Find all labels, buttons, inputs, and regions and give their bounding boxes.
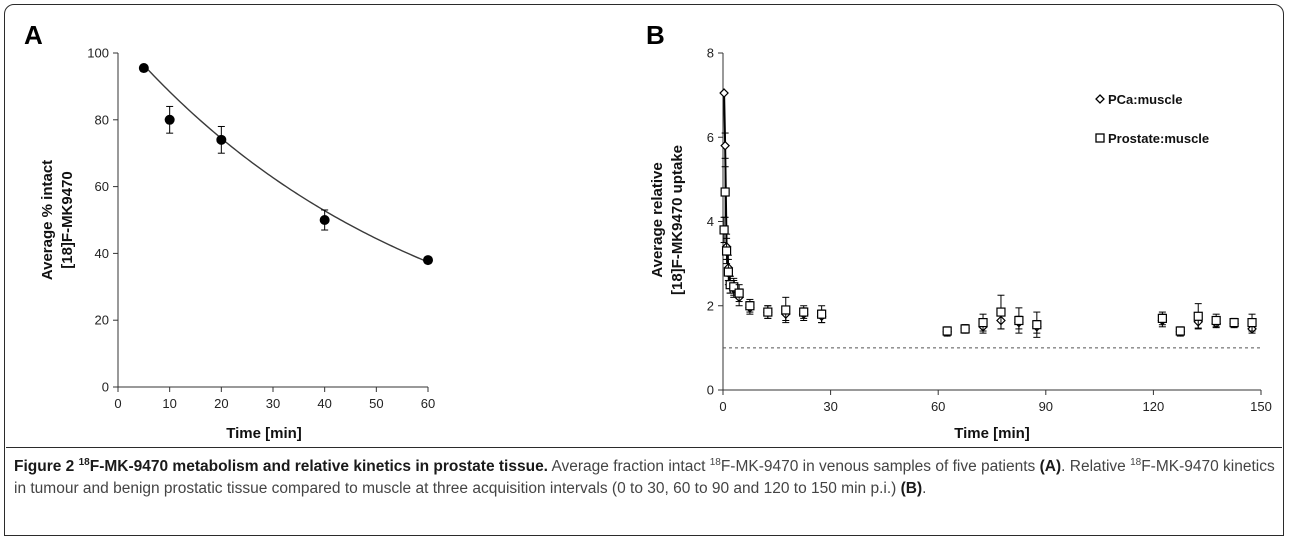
caption-superscript-1: 18 (709, 456, 721, 468)
panel-a-x-tick-label: 0 (114, 396, 121, 411)
caption-panel-a-ref: (A) (1039, 458, 1062, 475)
panel-a-chart: A Time [min] Average % intact [18]F-MK94… (24, 20, 435, 442)
panel-b-x-tick-label: 60 (931, 399, 945, 414)
panel-b-prostate-data-point (719, 225, 729, 235)
figure-caption: Figure 2 18F-MK-9470 metabolism and rela… (14, 456, 1276, 500)
panel-a-y-tick-label: 20 (95, 313, 109, 328)
panel-b-prostate-data-point (781, 305, 791, 315)
panel-a-y-tick-label: 80 (95, 112, 109, 127)
panel-a-data-point (138, 63, 149, 74)
panel-b-prostate-data-point (1032, 320, 1042, 330)
panel-b-prostate-data-point (734, 288, 744, 298)
panel-b-prostate-data-point (1229, 318, 1239, 328)
panel-b-y-axis-title-line1: Average relative (649, 162, 666, 277)
panel-b-letter: B (646, 20, 665, 50)
panel-a-y-axis-title-line1: Average % intact (39, 160, 56, 280)
panel-b-prostate-data-point (799, 307, 809, 317)
panel-b-prostate-data-point (996, 307, 1006, 317)
caption-label: Figure 2 (14, 458, 75, 475)
caption-title-superscript: 18 (78, 456, 90, 468)
panel-b-prostate-data-point (729, 282, 739, 292)
panel-a-data-point (216, 134, 227, 145)
panel-a-y-tick-label: 40 (95, 246, 109, 261)
panel-b-y-axis-title-line2: [18]F-MK9470 uptake (669, 145, 686, 295)
panel-b-prostate-data-point (763, 307, 773, 317)
panel-b-y-tick-label: 4 (707, 214, 714, 229)
panel-b-y-tick-label: 8 (707, 46, 714, 61)
panel-b-prostate-data-point (1157, 313, 1167, 323)
panel-a-x-tick-label: 50 (369, 396, 383, 411)
panel-b-prostate-data-point (723, 267, 733, 277)
legend-label-prostate: Prostate:muscle (1108, 131, 1209, 146)
panel-b-prostate-data-point (1193, 311, 1203, 321)
panel-b-x-axis-title: Time [min] (954, 425, 1030, 442)
panel-b-prostate-data-point (960, 324, 970, 334)
caption-text-1: Average fraction intact (551, 458, 706, 475)
panel-a-data-point (164, 114, 175, 125)
caption-title: F-MK-9470 metabolism and relative kineti… (89, 458, 548, 475)
panel-b-pca-data-point (720, 140, 731, 151)
caption-text-5: . (922, 480, 927, 497)
panel-b-x-tick-label: 0 (719, 399, 726, 414)
panel-a-x-tick-label: 30 (266, 396, 280, 411)
legend-square-icon (1095, 133, 1105, 143)
panel-b-prostate-data-point (1211, 315, 1221, 326)
panel-a-y-tick-label: 100 (87, 46, 109, 61)
figure-charts: A Time [min] Average % intact [18]F-MK94… (24, 20, 1272, 442)
panel-b-y-tick-label: 0 (707, 383, 714, 398)
panel-a-y-tick-label: 0 (102, 380, 109, 395)
panel-b-prostate-data-point (720, 187, 730, 197)
caption-text-3: . Relative (1061, 458, 1126, 475)
legend-label-pca: PCa:muscle (1108, 92, 1182, 107)
panel-a-data-point (423, 255, 433, 266)
panel-b-y-tick-label: 2 (707, 298, 714, 313)
panel-a-x-tick-label: 20 (214, 396, 228, 411)
caption-panel-b-ref: (B) (900, 480, 923, 497)
panel-b-prostate-data-point (1175, 326, 1185, 336)
panel-a-letter: A (24, 20, 43, 50)
panel-b-prostate-data-point (978, 318, 988, 328)
panel-a-x-tick-label: 40 (317, 396, 331, 411)
caption-superscript-2: 18 (1130, 456, 1142, 468)
panel-b-x-tick-label: 150 (1250, 399, 1272, 414)
panel-a-y-axis-title-line2: [18]F-MK9470 (59, 171, 76, 269)
panel-b-legend: PCa:muscle Prostate:muscle (1095, 92, 1209, 146)
panel-b-prostate-data-point (745, 301, 755, 311)
panel-b-prostate-data-point (1014, 315, 1024, 326)
legend-diamond-icon (1095, 94, 1105, 104)
panel-b-x-tick-label: 30 (823, 399, 837, 414)
panel-b-chart: B Time [min] Average relative [18]F-MK94… (646, 20, 1272, 442)
figure-frame (4, 4, 1284, 536)
panel-b-x-tick-label: 90 (1039, 399, 1053, 414)
panel-b-y-tick-label: 6 (707, 130, 714, 145)
panel-a-x-axis-title: Time [min] (226, 425, 302, 442)
caption-text-2: F-MK-9470 in venous samples of five pati… (720, 458, 1036, 475)
panel-a-fit-curve (143, 64, 429, 263)
panel-b-x-tick-label: 120 (1143, 399, 1165, 414)
panel-b-prostate-data-point (942, 326, 952, 336)
panel-b-prostate-data-point (817, 309, 827, 319)
panel-a-data-point (319, 215, 330, 225)
panel-b-prostate-data-point (1247, 318, 1257, 328)
panel-a-x-tick-label: 60 (421, 396, 435, 411)
panel-a-x-tick-label: 10 (162, 396, 176, 411)
panel-b-prostate-data-point (721, 246, 732, 256)
caption-divider (6, 447, 1282, 448)
panel-a-y-tick-label: 60 (95, 179, 109, 194)
panel-b-pca-data-point (719, 88, 729, 98)
caption-text-4: F-MK-9470 kinetics in tumour and benign … (14, 458, 1275, 497)
